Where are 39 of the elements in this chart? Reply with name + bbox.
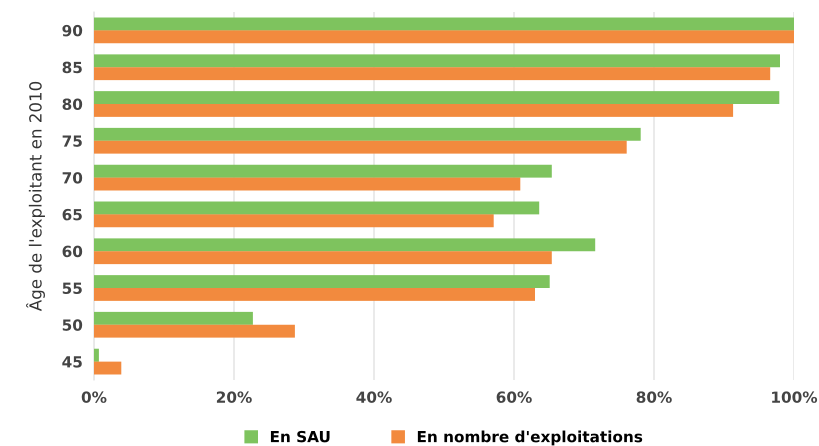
x-tick-label: 20% — [216, 391, 252, 403]
bar — [94, 140, 627, 154]
bar — [94, 18, 794, 30]
bar — [94, 104, 734, 117]
x-tick-label: 60% — [496, 391, 532, 403]
y-tick-label: 80 — [62, 98, 82, 110]
bar — [94, 362, 122, 374]
legend-label: En nombre d'exploitations — [418, 430, 642, 446]
y-tick-label: 70 — [62, 172, 82, 184]
bar — [94, 202, 540, 214]
legend-label: En SAU — [270, 430, 330, 442]
bar — [94, 128, 641, 141]
y-tick-label: 75 — [62, 135, 82, 147]
bar — [94, 91, 780, 104]
y-tick-label: 85 — [62, 62, 82, 74]
bar — [94, 214, 494, 228]
x-tick-label: 100% — [772, 391, 818, 403]
bar — [94, 67, 770, 80]
y-tick-label: 90 — [62, 24, 82, 36]
x-tick-label: 0% — [82, 391, 106, 403]
bar — [94, 54, 780, 68]
y-tick-label: 60 — [62, 246, 82, 258]
bar — [94, 324, 295, 338]
bar — [94, 178, 520, 190]
bar — [94, 238, 596, 252]
y-tick-label: 55 — [62, 282, 82, 294]
bar — [94, 251, 552, 264]
bar — [94, 312, 253, 325]
bar — [94, 288, 535, 301]
y-tick-label: 65 — [62, 208, 82, 220]
x-tick-label: 40% — [356, 391, 392, 403]
y-tick-label: 50 — [62, 319, 82, 331]
bar — [94, 164, 552, 178]
bar — [94, 348, 99, 362]
x-tick-label: 80% — [636, 391, 672, 403]
y-axis-title: Âge de l'exploitant en 2010 — [26, 82, 45, 312]
bar — [94, 275, 550, 288]
y-tick-label: 45 — [62, 356, 82, 368]
bar — [94, 30, 794, 44]
